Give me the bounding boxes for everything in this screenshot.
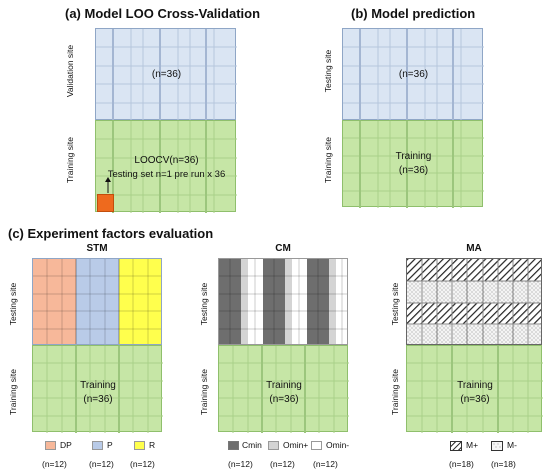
stm-r-column [119,259,161,344]
stm-training-text: Training [80,380,116,391]
panel-c-title: (c) Experiment factors evaluation [8,226,214,241]
cm-training-area: Training (n=36) [218,345,349,433]
cm-testing-area [218,258,348,345]
cm-training-count: (n=36) [269,394,299,405]
panel-a-arrow-icon [105,177,111,193]
panel-a-test-cell [97,194,114,212]
stm-testing-area [32,258,162,345]
panel-b-testing-count: (n=36) [398,69,429,80]
panel-a-validation-area: (n=36) [95,28,237,121]
cm-testing-columns [219,259,347,344]
stm-legend-dp-count: (n=12) [42,459,67,469]
ma-testing-pattern [407,259,541,344]
stm-dp-column [33,259,76,344]
panel-b-training-label: Training site [323,137,333,183]
ma-training-label: Training site [390,369,400,415]
stm-legend-p-swatch [92,441,103,450]
ma-training-grid [407,346,543,433]
ma-training-count: (n=36) [460,394,490,405]
panel-a-loocv-label: LOOCV(n=36) [134,155,199,166]
stm-training-grid [33,346,163,433]
cm-testing-label: Testing site [199,282,209,326]
panel-a-title: (a) Model LOO Cross-Validation [65,6,261,21]
panel-a-training-area: LOOCV(n=36) Testing set n=1 pre run x 36 [95,120,237,213]
cm-training-label: Training site [199,369,209,415]
stm-legend-r-swatch [134,441,145,450]
cm-legend-ominminus-label: Omin- [326,440,350,450]
panel-a-testing-set-label: Testing set n=1 pre run x 36 [107,169,226,180]
stm-testing-label: Testing site [8,282,18,326]
cm-legend-ominminus-swatch [311,441,322,450]
ma-legend-mminus-count: (n=18) [491,459,516,469]
cm-legend-ominplus-label: Omin+ [283,440,309,450]
cm-legend-ominminus-count: (n=12) [313,459,338,469]
panel-b-training-grid [343,121,484,208]
panel-b-testing-label: Testing site [323,49,333,93]
cm-legend-cmin-swatch [228,441,239,450]
stm-p-column [76,259,119,344]
panel-b-training-area: Training (n=36) [342,120,484,208]
stm-training-count: (n=36) [83,394,113,405]
panel-b-training-label-text: Training [395,151,432,162]
cm-legend-cmin-label: Cmin [242,440,262,450]
stm-legend-r-count: (n=12) [130,459,155,469]
panel-a-training-grid [96,121,237,213]
stm-training-label: Training site [8,369,18,415]
cm-legend-ominplus-count: (n=12) [270,459,295,469]
ma-training-area: Training (n=36) [406,345,543,433]
cm-training-grid [219,346,349,433]
panel-b-title: (b) Model prediction [351,6,476,21]
ma-training-text: Training [457,380,493,391]
cm-legend-ominplus-swatch [268,441,279,450]
ma-legend-mminus-label: M- [507,440,517,450]
stm-legend-dp-label: DP [60,440,72,450]
stm-legend-p-count: (n=12) [89,459,114,469]
panel-b-training-count: (n=36) [398,165,429,176]
panel-a-validation-label: Validation site [65,44,75,98]
panel-a-validation-grid [96,29,237,121]
panel-b-testing-grid [343,29,484,121]
stm-testing-grid [33,259,161,344]
stm-title: STM [86,243,108,254]
panel-a-validation-count: (n=36) [151,69,182,80]
ma-legend-mplus-count: (n=18) [449,459,474,469]
stm-legend-dp-swatch [45,441,56,450]
stm-legend-p-label: P [107,440,113,450]
stm-legend-r-label: R [149,440,156,450]
stm-training-area: Training (n=36) [32,345,163,433]
cm-legend-cmin-count: (n=12) [228,459,253,469]
ma-legend-mplus-swatch [450,441,462,451]
cm-training-text: Training [266,380,302,391]
panel-b-testing-area: (n=36) [342,28,484,121]
ma-testing-label: Testing site [390,282,400,326]
cm-title: CM [275,243,291,254]
ma-title: MA [466,243,482,254]
ma-testing-area [406,258,542,345]
panel-a-training-label: Training site [65,137,75,183]
ma-legend-mminus-swatch [491,441,503,451]
ma-legend-mplus-label: M+ [466,440,479,450]
